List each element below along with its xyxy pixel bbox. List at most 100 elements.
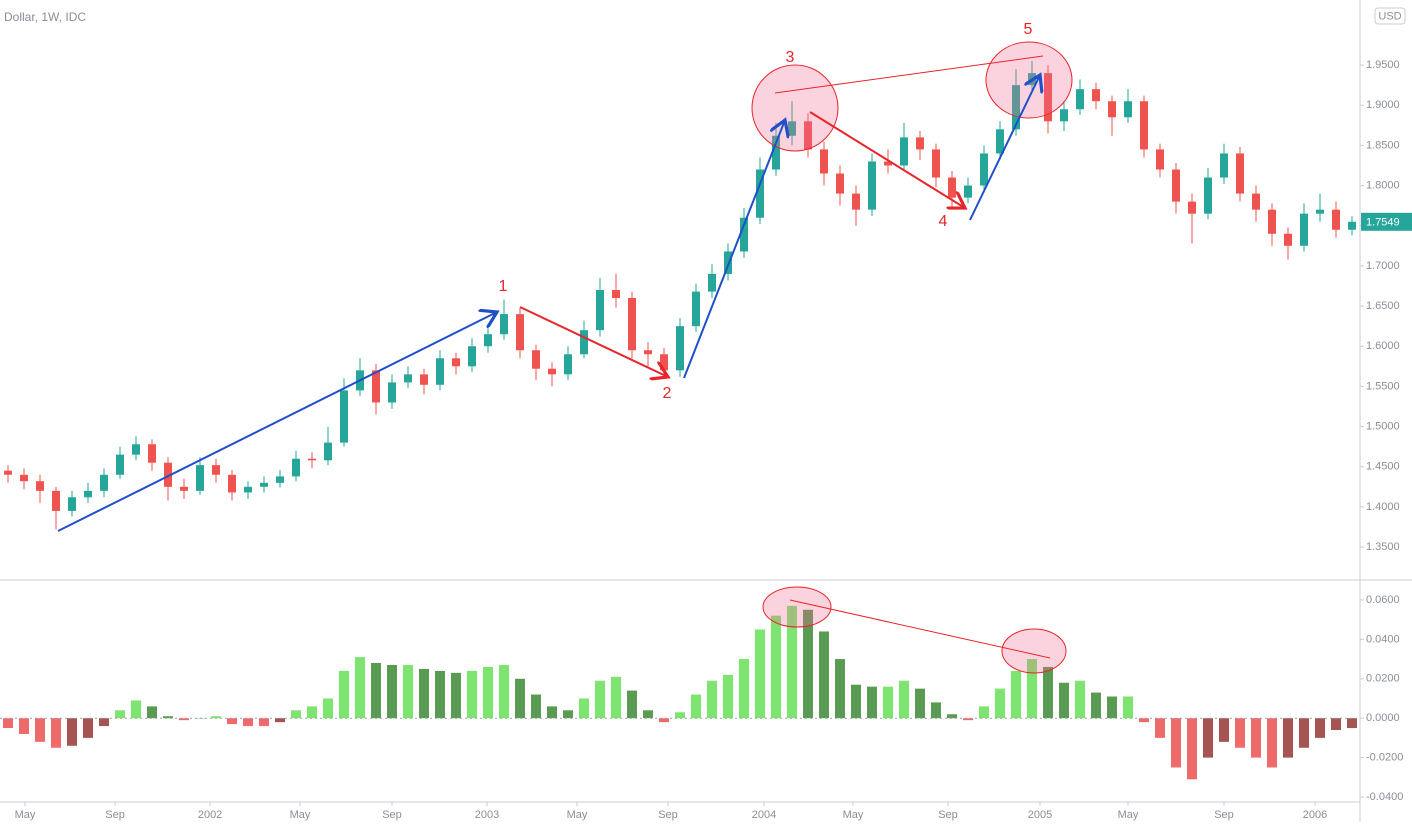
last-price-label: 1.7549 [1366,217,1400,229]
candle-body [772,135,780,170]
histogram-bar [595,680,605,719]
y-tick-label: 1.9500 [1366,59,1400,71]
candle-body [132,444,140,455]
histogram-bar [1235,718,1245,748]
candle-body [1092,89,1100,102]
candle-body [116,454,124,475]
histogram-bar [995,688,1005,719]
candle-body [788,121,796,136]
candle-body [548,368,556,375]
candle-body [932,149,940,178]
candle-body [916,137,924,150]
histogram-bar [1203,718,1213,758]
candle-body [740,217,748,252]
candle-body [884,161,892,166]
x-tick-label: Sep [1214,809,1234,821]
y-tick-label: 1.4500 [1366,461,1400,473]
histogram-bar [627,690,637,719]
histogram-bar [1251,718,1261,758]
histogram-bar [979,706,989,719]
candle-body [20,474,28,482]
y-tick-label: 1.6000 [1366,340,1400,352]
candle-body [1044,73,1052,122]
candle-body [1188,201,1196,214]
candle-body [388,382,396,403]
highlight-circle [985,41,1073,119]
histogram-bar [419,668,429,719]
histogram-bar [563,710,573,719]
candle-body [196,465,204,491]
x-tick-label: 2003 [475,809,499,821]
histogram-bar [307,706,317,719]
candle-body [1220,153,1228,178]
histogram-bar [1187,718,1197,780]
candle-body [244,486,252,493]
histogram-bar [211,716,221,719]
y-tick-label: 0.0600 [1366,594,1400,606]
histogram-bar [787,605,797,719]
wave-arrow [969,75,1040,221]
candle-body [996,129,1004,154]
y-tick-label: 1.3500 [1366,541,1400,553]
candle-body [1252,193,1260,210]
candle-body [452,358,460,367]
candle-body [148,444,156,463]
histogram-bar [1315,718,1325,738]
histogram-bar [691,694,701,719]
histogram-bar [1219,718,1229,742]
candle-body [964,185,972,198]
histogram-bar [867,686,877,719]
histogram-bar [947,714,957,719]
wave-label: 4 [939,213,948,230]
candle-body [676,326,684,371]
histogram-bar [179,718,189,721]
currency: USD [1378,10,1401,22]
candle-body [436,358,444,385]
candle-body [484,334,492,347]
candle-body [596,290,604,331]
histogram-bar [3,718,13,729]
candle-body [1204,177,1212,214]
y-tick-label: 0.0000 [1366,712,1400,724]
histogram-bar [291,710,301,719]
histogram-bar [99,718,109,727]
candle-body [420,374,428,385]
histogram-bar [147,706,157,719]
x-tick-label: 2004 [752,809,776,821]
histogram-bar [1139,718,1149,723]
histogram-bar [659,718,669,723]
histogram-bar [467,670,477,719]
x-tick-label: Sep [938,809,958,821]
candle-body [612,290,620,299]
histogram-bar [819,631,829,719]
candle-body [1348,221,1356,230]
x-tick-label: 2002 [198,809,222,821]
candle-body [1172,169,1180,202]
candle-body [1156,149,1164,170]
candle-body [1300,213,1308,246]
candle-body [36,481,44,491]
candle-body [852,193,860,210]
last-price-badge [1361,212,1412,231]
candle-body [980,153,988,186]
histogram-bar [1283,718,1293,758]
candle-body [4,470,12,475]
x-tick-label: May [15,809,36,821]
histogram-bar [163,716,173,719]
x-tick-label: May [567,809,588,821]
wave-label: 2 [663,385,672,402]
histogram-bar [227,718,237,725]
histogram-bar [1107,696,1117,719]
x-tick-label: Sep [105,809,125,821]
histogram-bar [403,664,413,719]
candle-body [1236,153,1244,194]
candle-body [84,490,92,498]
histogram-bar [1267,718,1277,768]
candle-body [164,462,172,487]
candle-body [1012,85,1020,130]
histogram-bar [1027,659,1037,719]
candle-body [1140,101,1148,150]
histogram-bar [723,674,733,719]
